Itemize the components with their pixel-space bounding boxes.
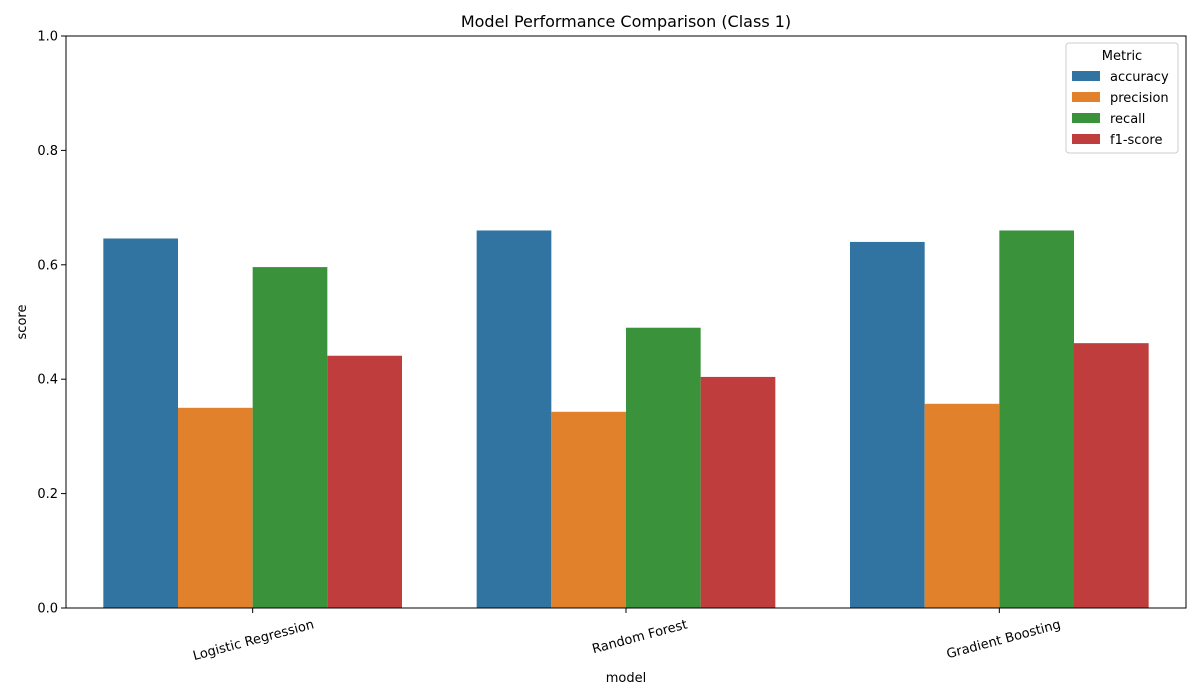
y-axis: 0.0 0.2 0.4 0.6 0.8 1.0 — [37, 30, 66, 617]
x-tick-label: Gradient Boosting — [945, 617, 1062, 662]
bar-recall-1 — [626, 327, 701, 608]
y-tick-label: 0.8 — [37, 144, 58, 159]
bar-f1-score-0 — [327, 355, 402, 608]
legend-title: Metric — [1102, 49, 1142, 64]
legend-label-recall: recall — [1110, 112, 1145, 127]
plot-area — [103, 230, 1149, 609]
bar-f1-score-1 — [700, 376, 776, 608]
bar-recall-0 — [252, 267, 328, 608]
bar-f1-score-2 — [1074, 343, 1149, 608]
legend-swatch-accuracy — [1072, 71, 1100, 81]
y-tick-label: 1.0 — [37, 30, 58, 45]
legend-label-f1-score: f1-score — [1110, 133, 1162, 148]
bar-precision-1 — [551, 411, 626, 608]
legend-swatch-f1-score — [1072, 134, 1100, 144]
bar-accuracy-0 — [103, 238, 178, 608]
legend-swatch-recall — [1072, 113, 1100, 123]
y-axis-label: score — [15, 305, 30, 340]
bar-accuracy-2 — [850, 241, 925, 609]
x-axis: Logistic Regression Random Forest Gradient… — [191, 608, 1062, 664]
x-axis-label: model — [606, 671, 646, 686]
legend: Metric accuracy precision recall f1-score — [1065, 42, 1179, 154]
chart-title: Model Performance Comparison (Class 1) — [461, 12, 791, 31]
y-tick-label: 0.4 — [37, 373, 58, 388]
y-tick-label: 0.6 — [37, 258, 58, 273]
legend-swatch-precision — [1072, 92, 1100, 102]
bar-precision-2 — [924, 403, 1000, 608]
y-tick-label: 0.2 — [37, 487, 58, 502]
legend-label-accuracy: accuracy — [1110, 70, 1169, 85]
legend-label-precision: precision — [1110, 91, 1169, 106]
x-tick-label: Random Forest — [591, 617, 689, 657]
bar-precision-0 — [178, 407, 253, 608]
y-tick-label: 0.0 — [37, 602, 58, 617]
x-tick-label: Logistic Regression — [191, 617, 315, 664]
legend-box — [1065, 42, 1179, 154]
bar-recall-2 — [999, 230, 1074, 609]
bar-accuracy-1 — [476, 230, 552, 609]
